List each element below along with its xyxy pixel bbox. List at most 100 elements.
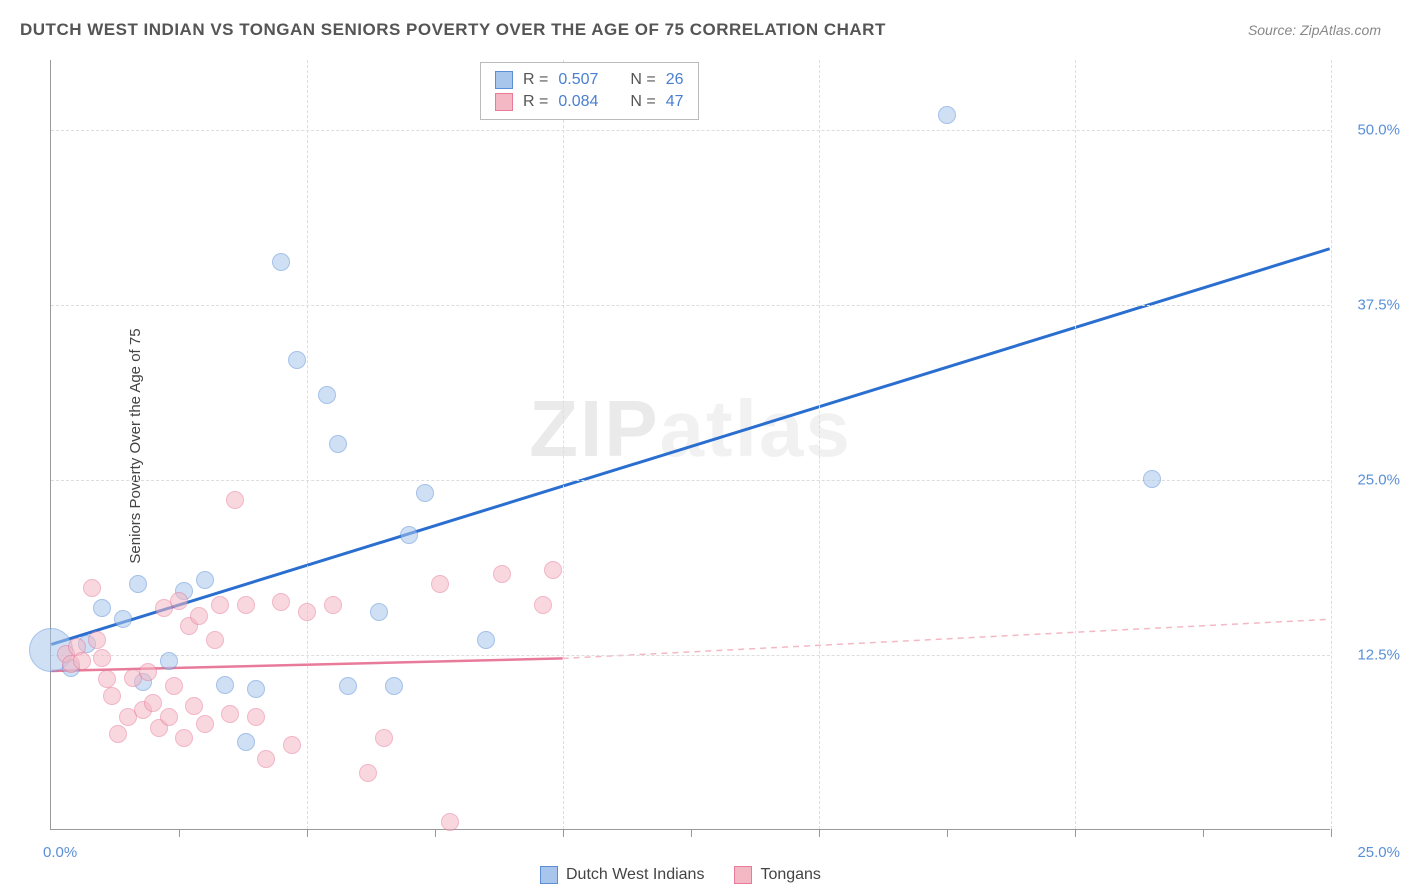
xtick-label-start: 0.0% <box>43 844 77 861</box>
stats-row-2: R = 0.084 N = 47 <box>495 91 684 113</box>
ytick-label: 12.5% <box>1357 647 1400 664</box>
chart-title: DUTCH WEST INDIAN VS TONGAN SENIORS POVE… <box>20 20 886 40</box>
gridline-h <box>51 480 1330 481</box>
data-point <box>283 736 301 754</box>
gridline-v <box>1331 60 1332 829</box>
gridline-h <box>51 305 1330 306</box>
data-point <box>431 575 449 593</box>
data-point <box>196 715 214 733</box>
data-point <box>185 697 203 715</box>
r-value-1: 0.507 <box>558 71 598 89</box>
source-label: Source: ZipAtlas.com <box>1248 22 1381 38</box>
data-point <box>144 694 162 712</box>
data-point <box>139 663 157 681</box>
ytick-label: 50.0% <box>1357 122 1400 139</box>
data-point <box>544 561 562 579</box>
xtick-label-end: 25.0% <box>1357 844 1400 861</box>
gridline-v <box>307 60 308 829</box>
n-label: N = <box>630 71 655 89</box>
r-value-2: 0.084 <box>558 93 598 111</box>
data-point <box>237 596 255 614</box>
gridline-v <box>1075 60 1076 829</box>
data-point <box>211 596 229 614</box>
plot-area: ZIPatlas 12.5%25.0%37.5%50.0%0.0%25.0% <box>50 60 1330 830</box>
data-point <box>370 603 388 621</box>
data-point <box>288 351 306 369</box>
legend-item-2: Tongans <box>734 866 821 884</box>
n-value-2: 47 <box>666 93 684 111</box>
xtick <box>1075 829 1076 837</box>
trend-line <box>563 619 1330 658</box>
data-point <box>83 579 101 597</box>
gridline-v <box>563 60 564 829</box>
data-point <box>318 386 336 404</box>
data-point <box>221 705 239 723</box>
r-label: R = <box>523 71 548 89</box>
xtick <box>1331 829 1332 837</box>
legend-item-1: Dutch West Indians <box>540 866 704 884</box>
data-point <box>534 596 552 614</box>
gridline-h <box>51 655 1330 656</box>
data-point <box>175 729 193 747</box>
ytick-label: 25.0% <box>1357 472 1400 489</box>
trend-line <box>51 249 1329 645</box>
xtick <box>563 829 564 837</box>
data-point <box>93 599 111 617</box>
xtick <box>1203 829 1204 837</box>
data-point <box>272 593 290 611</box>
data-point <box>216 676 234 694</box>
data-point <box>93 649 111 667</box>
data-point <box>165 677 183 695</box>
xtick <box>819 829 820 837</box>
n-value-1: 26 <box>666 71 684 89</box>
xtick <box>179 829 180 837</box>
data-point <box>1143 470 1161 488</box>
data-point <box>359 764 377 782</box>
legend-label-1: Dutch West Indians <box>566 866 704 884</box>
data-point <box>160 652 178 670</box>
data-point <box>114 610 132 628</box>
swatch-pink <box>495 93 513 111</box>
data-point <box>938 106 956 124</box>
data-point <box>109 725 127 743</box>
data-point <box>129 575 147 593</box>
data-point <box>416 484 434 502</box>
data-point <box>375 729 393 747</box>
xtick <box>307 829 308 837</box>
data-point <box>190 607 208 625</box>
legend-swatch-pink <box>734 866 752 884</box>
data-point <box>98 670 116 688</box>
data-point <box>272 253 290 271</box>
data-point <box>385 677 403 695</box>
stats-row-1: R = 0.507 N = 26 <box>495 69 684 91</box>
data-point <box>88 631 106 649</box>
data-point <box>160 708 178 726</box>
bottom-legend: Dutch West Indians Tongans <box>540 866 821 884</box>
data-point <box>237 733 255 751</box>
data-point <box>196 571 214 589</box>
data-point <box>257 750 275 768</box>
gridline-v <box>819 60 820 829</box>
trend-lines <box>51 60 1330 829</box>
data-point <box>170 592 188 610</box>
data-point <box>441 813 459 831</box>
data-point <box>226 491 244 509</box>
xtick <box>691 829 692 837</box>
xtick <box>947 829 948 837</box>
gridline-h <box>51 130 1330 131</box>
stats-legend: R = 0.507 N = 26 R = 0.084 N = 47 <box>480 62 699 120</box>
r-label: R = <box>523 93 548 111</box>
data-point <box>339 677 357 695</box>
data-point <box>324 596 342 614</box>
data-point <box>298 603 316 621</box>
xtick <box>435 829 436 837</box>
chart-container: DUTCH WEST INDIAN VS TONGAN SENIORS POVE… <box>0 0 1406 892</box>
data-point <box>247 680 265 698</box>
swatch-blue <box>495 71 513 89</box>
data-point <box>493 565 511 583</box>
legend-swatch-blue <box>540 866 558 884</box>
ytick-label: 37.5% <box>1357 297 1400 314</box>
data-point <box>400 526 418 544</box>
data-point <box>329 435 347 453</box>
data-point <box>73 652 91 670</box>
